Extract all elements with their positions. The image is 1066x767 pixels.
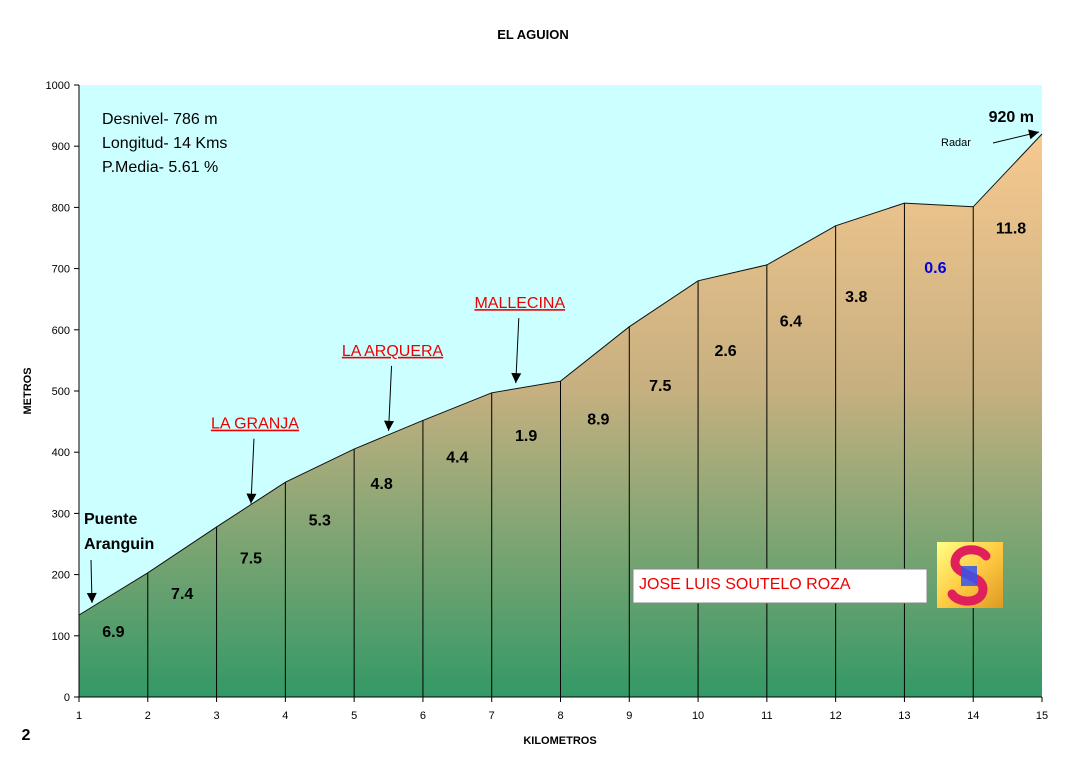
segment-gradient-label: 3.8: [845, 289, 867, 306]
x-tick-label: 11: [761, 710, 772, 722]
segment-gradient-label: 2.6: [714, 343, 736, 360]
segment-gradient-label: 0.6: [924, 260, 946, 277]
segment-gradient-label: 7.5: [649, 378, 671, 395]
place-arrow: [384, 365, 394, 431]
x-tick-label: 3: [214, 710, 220, 722]
start-arrow: [86, 559, 97, 604]
segment-gradient-label: 4.4: [446, 449, 468, 466]
y-tick-label: 200: [52, 570, 70, 582]
arrow-head: [384, 420, 394, 431]
x-tick-label: 4: [282, 710, 288, 722]
y-tick-label: 700: [52, 264, 70, 276]
x-tick-label: 14: [967, 710, 979, 722]
arrow-shaft: [388, 365, 393, 431]
segment-gradient-label: 5.3: [309, 513, 331, 530]
y-tick-label: 600: [52, 325, 70, 337]
summit-label: 920 m: [989, 109, 1034, 126]
place-label: MALLECINA: [474, 295, 565, 312]
segment-gradient-label: 6.4: [780, 314, 802, 331]
start-label-line1: Puente: [84, 511, 137, 528]
place-label: LA ARQUERA: [342, 343, 444, 360]
y-tick-label: 800: [52, 202, 70, 214]
profile-line: [78, 133, 1043, 616]
summit-arrow: [992, 129, 1040, 144]
segment-gradient-label: 8.9: [587, 412, 609, 429]
author-name: JOSE LUIS SOUTELO ROZA: [639, 576, 851, 593]
y-tick-label: 0: [64, 692, 70, 704]
author-box: JOSE LUIS SOUTELO ROZA: [632, 568, 928, 604]
y-tick-label: 1000: [46, 80, 70, 92]
x-tick-label: 9: [626, 710, 632, 722]
place-label: LA GRANJA: [211, 416, 299, 433]
info-line: Desnivel- 786 m: [102, 111, 218, 128]
y-tick-label: 900: [52, 141, 70, 153]
arrow-head: [1028, 129, 1039, 140]
segment-gradient-label: 4.8: [371, 476, 393, 493]
author-logo: [937, 542, 1003, 608]
x-tick-label: 15: [1036, 710, 1048, 722]
x-tick-label: 7: [489, 710, 495, 722]
x-tick-label: 6: [420, 710, 426, 722]
x-tick-label: 1: [76, 710, 82, 722]
x-axis-label: KILOMETROS: [523, 735, 596, 747]
y-tick-label: 100: [52, 631, 70, 643]
y-axis-label: METROS: [22, 367, 34, 414]
y-tick-label: 300: [52, 508, 70, 520]
x-tick-label: 13: [898, 710, 910, 722]
arrow-head: [86, 592, 97, 603]
y-tick-label: 500: [52, 386, 70, 398]
info-line: Longitud- 14 Kms: [102, 135, 227, 152]
place-arrow: [246, 438, 257, 504]
segment-gradient-label: 1.9: [515, 428, 537, 445]
chart-title: EL AGUION: [497, 27, 569, 42]
arrow-head: [246, 493, 257, 504]
arrow-shaft: [250, 438, 255, 504]
segment-gradient-label: 6.9: [102, 624, 124, 641]
x-tick-label: 8: [557, 710, 563, 722]
segment-gradient-label: 11.8: [996, 221, 1026, 238]
info-line: P.Media- 5.61 %: [102, 159, 218, 176]
start-label-line2: Aranguin: [84, 536, 154, 553]
arrow-shaft: [515, 318, 520, 384]
x-tick-label: 12: [830, 710, 842, 722]
x-tick-label: 5: [351, 710, 357, 722]
place-arrow: [511, 318, 522, 384]
segment-gradient-label: 7.4: [171, 586, 193, 603]
y-tick-label: 400: [52, 447, 70, 459]
summit-note: Radar: [941, 137, 971, 149]
page-number: 2: [22, 727, 31, 744]
segment-gradient-label: 7.5: [240, 550, 262, 567]
x-tick-label: 10: [692, 710, 704, 722]
arrow-head: [511, 372, 522, 384]
x-tick-label: 2: [145, 710, 151, 722]
